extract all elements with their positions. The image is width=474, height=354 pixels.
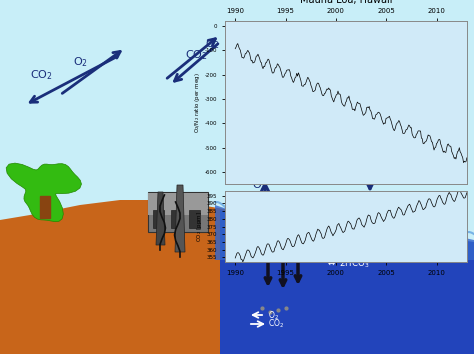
Y-axis label: CO$_2$ [ppm]: CO$_2$ [ppm]	[195, 211, 204, 242]
Bar	[40, 196, 50, 218]
Polygon shape	[220, 210, 474, 354]
Text: O$_2$: O$_2$	[252, 178, 267, 192]
FancyBboxPatch shape	[148, 193, 208, 215]
Text: CO$_2$: CO$_2$	[30, 68, 53, 82]
Y-axis label: O$_2$/N$_2$ ratio (per meg): O$_2$/N$_2$ ratio (per meg)	[193, 72, 202, 133]
Text: Ocean CO$_2$ uptake:: Ocean CO$_2$ uptake:	[318, 233, 410, 246]
Text: CO$_2$: CO$_2$	[377, 158, 400, 172]
Text: CO$_2$: CO$_2$	[268, 318, 284, 331]
Text: CO$_2$: CO$_2$	[185, 48, 208, 62]
Polygon shape	[0, 310, 474, 354]
Polygon shape	[156, 192, 165, 245]
Polygon shape	[175, 185, 185, 252]
Text: O$_2$: O$_2$	[73, 55, 88, 69]
Polygon shape	[6, 163, 82, 222]
Text: O$_2$: O$_2$	[205, 37, 220, 51]
Text: CO$_2$: CO$_2$	[262, 238, 278, 251]
Text: O$_2$: O$_2$	[268, 309, 279, 321]
Text: H$_2$O + CO$_2$ + CO$_2$ =: H$_2$O + CO$_2$ + CO$_2$ =	[318, 246, 406, 258]
FancyBboxPatch shape	[148, 192, 208, 232]
Bar	[189, 210, 200, 228]
Polygon shape	[0, 200, 474, 354]
Polygon shape	[215, 205, 474, 260]
Text: O$_2$: O$_2$	[262, 247, 273, 259]
Text: $\leftrightarrow$ 2HCO$_3$$^-$: $\leftrightarrow$ 2HCO$_3$$^-$	[326, 258, 376, 270]
Title: Mauna Loa, Hawaii: Mauna Loa, Hawaii	[300, 0, 392, 5]
Bar	[153, 210, 164, 228]
Bar	[171, 210, 182, 228]
